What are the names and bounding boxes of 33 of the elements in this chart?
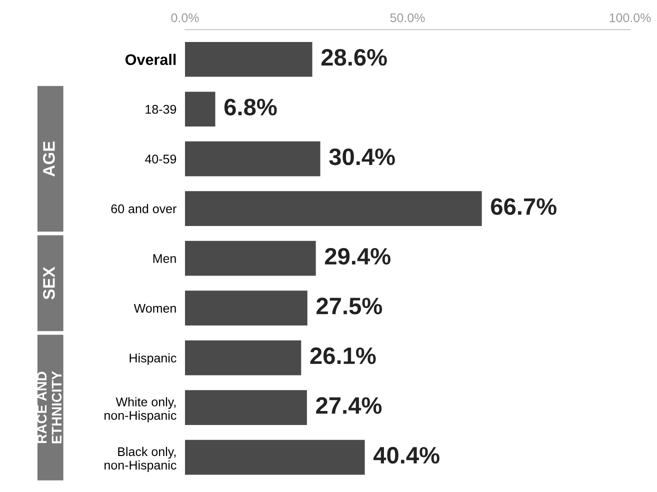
y-tick-label: 60 and over: [111, 204, 176, 214]
text: AGE: [43, 141, 55, 176]
y-tick-label: Men: [153, 254, 176, 263]
bar: [185, 42, 312, 77]
x-tick-label: 50.0%: [390, 13, 425, 22]
bar: [185, 290, 308, 326]
bar: [185, 191, 482, 226]
text: SEX: [43, 266, 55, 300]
text: RACE AND ETHNICITY: [36, 371, 62, 444]
bar: [185, 440, 365, 475]
data-label: 28.6%: [321, 48, 387, 66]
y-tick-label: Overall: [125, 54, 176, 66]
bar: [185, 141, 320, 176]
bar: [185, 240, 316, 276]
y-tick-label: 40-59: [144, 154, 176, 164]
y-tick-label: Black only, non-Hispanic: [104, 446, 176, 472]
y-tick-label: 18-39: [146, 104, 176, 114]
x-tick-label: 100.0%: [610, 13, 651, 22]
bar: [185, 92, 216, 127]
bar: [185, 340, 302, 376]
y-tick-label: White only, non-Hispanic: [104, 397, 176, 422]
y-tick-label: Hispanic: [130, 353, 176, 365]
data-label: 30.4%: [329, 148, 395, 166]
data-label: 6.8%: [224, 98, 277, 116]
y-tick-label: Women: [134, 304, 176, 313]
data-label: 29.4%: [324, 248, 390, 265]
data-label: 40.4%: [373, 446, 440, 464]
data-label: 27.4%: [316, 397, 382, 414]
data-label: 27.5%: [316, 298, 382, 314]
data-label: 66.7%: [491, 198, 556, 215]
x-tick-label: 0.0%: [171, 13, 199, 22]
bar: [185, 390, 307, 425]
data-label: 26.1%: [310, 347, 376, 364]
